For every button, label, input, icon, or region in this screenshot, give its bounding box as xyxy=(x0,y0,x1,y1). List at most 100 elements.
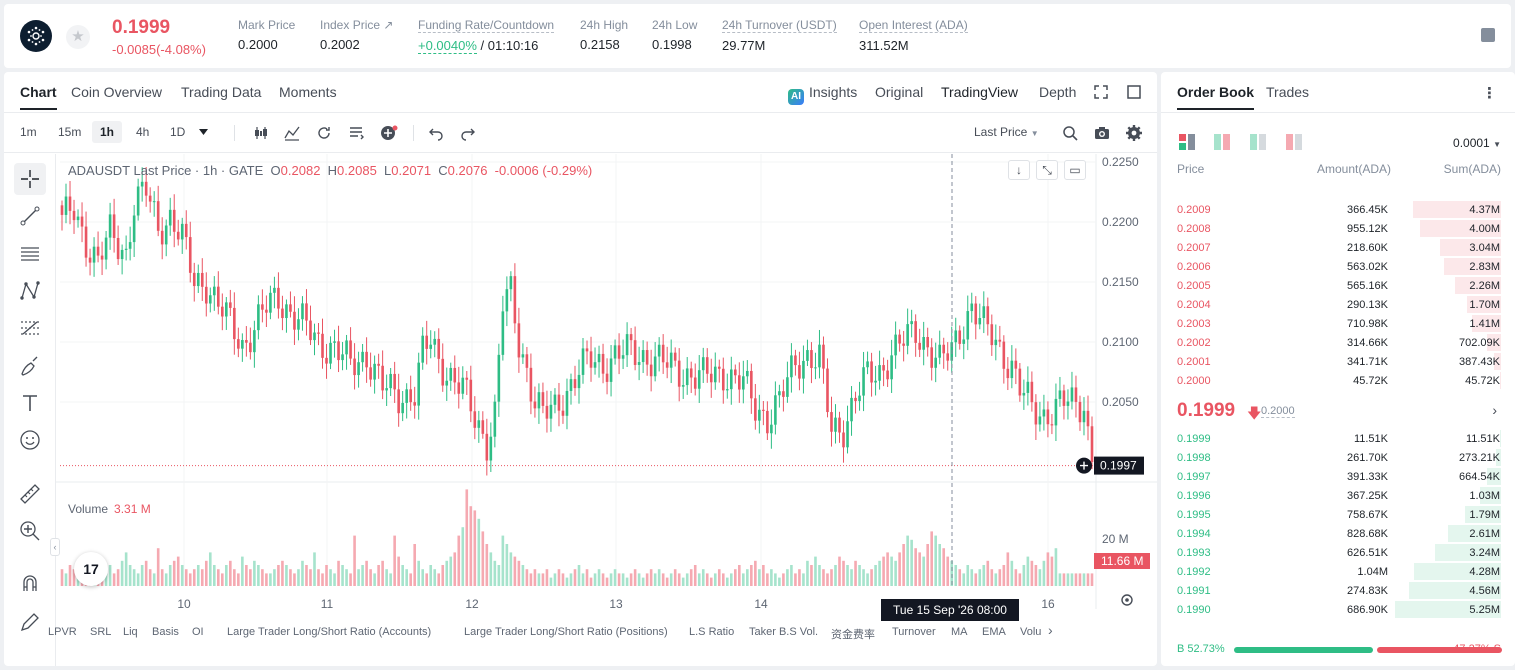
indicator-lpvr[interactable]: LPVR xyxy=(48,626,77,638)
layout-bids-icon[interactable] xyxy=(1250,134,1266,150)
bid-row[interactable]: 0.1997 391.33K 664.54K xyxy=(1161,467,1515,486)
candle-body xyxy=(689,368,693,378)
interval-15m[interactable]: 15m xyxy=(58,125,82,139)
bid-row[interactable]: 0.1992 1.04M 4.28M xyxy=(1161,562,1515,581)
ask-row[interactable]: 0.2006 563.02K 2.83M xyxy=(1161,257,1515,276)
indicator-srl[interactable]: SRL xyxy=(90,626,112,638)
bid-row[interactable]: 0.1999 11.51K 11.51K xyxy=(1161,429,1515,448)
indicator-basis[interactable]: Basis xyxy=(152,626,179,638)
redo-icon[interactable] xyxy=(460,125,476,141)
tab-order-book[interactable]: Order Book xyxy=(1177,84,1255,110)
ask-row[interactable]: 0.2004 290.13K 1.70M xyxy=(1161,295,1515,314)
indicator-funding-rate[interactable]: 资金费率 xyxy=(831,629,875,641)
candle-body xyxy=(401,402,404,414)
interval-1h[interactable]: 1h xyxy=(92,121,123,143)
ask-row[interactable]: 0.2000 45.72K 45.72K xyxy=(1161,371,1515,390)
restore-icon[interactable]: ▭ xyxy=(1064,160,1086,180)
indicator-ltlsr-accounts[interactable]: Large Trader Long/Short Ratio (Accounts) xyxy=(227,626,432,638)
tab-trades[interactable]: Trades xyxy=(1266,84,1310,100)
candle-body xyxy=(377,363,380,366)
refresh-icon[interactable] xyxy=(316,125,332,141)
chevron-down-icon[interactable] xyxy=(199,129,208,135)
bid-row[interactable]: 0.1995 758.67K 1.79M xyxy=(1161,505,1515,524)
stat-index-price[interactable]: Index Price ↗ 0.2002 xyxy=(320,18,393,52)
ask-row[interactable]: 0.2002 314.66K 702.09K xyxy=(1161,333,1515,352)
insights-button[interactable]: AI Insights xyxy=(788,84,857,105)
chevron-right-icon[interactable]: › xyxy=(1048,622,1053,638)
ruler-tool[interactable] xyxy=(14,478,46,510)
indicator-ma[interactable]: MA xyxy=(951,626,968,638)
ask-row[interactable]: 0.2009 366.45K 4.37M xyxy=(1161,200,1515,219)
bid-row[interactable]: 0.1991 274.83K 4.56M xyxy=(1161,581,1515,600)
layout-split-icon[interactable] xyxy=(1214,134,1230,150)
templates-icon[interactable] xyxy=(348,125,364,141)
ask-row[interactable]: 0.2003 710.98K 1.41M xyxy=(1161,314,1515,333)
indicator-turnover[interactable]: Turnover xyxy=(892,626,936,638)
settings-gear-icon[interactable] xyxy=(1126,125,1142,141)
ask-row[interactable]: 0.2008 955.12K 4.00M xyxy=(1161,219,1515,238)
precision-select[interactable]: 0.0001 ▼ xyxy=(1453,136,1501,150)
ask-row[interactable]: 0.2005 565.16K 2.26M xyxy=(1161,276,1515,295)
indicator-ls-ratio[interactable]: L.S Ratio xyxy=(689,626,735,638)
bid-row[interactable]: 0.1994 828.68K 2.61M xyxy=(1161,524,1515,543)
search-icon[interactable] xyxy=(1062,125,1078,141)
view-depth[interactable]: Depth xyxy=(1039,84,1077,100)
bid-row[interactable]: 0.1996 367.25K 1.03M xyxy=(1161,486,1515,505)
tab-moments[interactable]: Moments xyxy=(279,84,337,100)
favorite-star-icon[interactable]: ★ xyxy=(66,25,90,49)
scroll-down-arrow-icon[interactable]: ↓ xyxy=(1008,160,1030,180)
tradingview-logo[interactable]: 17 xyxy=(74,552,108,586)
text-tool[interactable] xyxy=(14,387,46,419)
pattern-tool[interactable] xyxy=(14,275,46,307)
emoji-tool[interactable] xyxy=(14,424,46,456)
indicator-liq[interactable]: Liq xyxy=(123,626,138,638)
view-original[interactable]: Original xyxy=(875,84,924,100)
bid-row[interactable]: 0.1990 686.90K 5.25M xyxy=(1161,600,1515,619)
depth-bar xyxy=(1465,506,1501,523)
candle-type-icon[interactable] xyxy=(253,125,269,141)
layout-both-icon[interactable] xyxy=(1179,134,1195,150)
book-icon[interactable] xyxy=(1481,28,1495,42)
window-icon[interactable] xyxy=(1127,85,1141,99)
collapse-icon[interactable]: ⤡ xyxy=(1036,160,1058,180)
indicator-ema[interactable]: EMA xyxy=(982,626,1006,638)
camera-icon[interactable] xyxy=(1094,125,1110,141)
pencil-tool[interactable] xyxy=(14,606,46,638)
volume-bar xyxy=(152,573,156,586)
undo-icon[interactable] xyxy=(428,125,444,141)
fib-tool[interactable] xyxy=(14,312,46,344)
stat-label[interactable]: Index Price ↗ xyxy=(320,18,394,32)
candlestick-chart[interactable]: 0.2250 0.2200 0.2150 0.2100 0.2050 20 M 10 11 12… xyxy=(56,154,1157,609)
ask-row[interactable]: 0.2007 218.60K 3.04M xyxy=(1161,238,1515,257)
zoom-in-tool[interactable] xyxy=(14,515,46,547)
magnet-tool[interactable] xyxy=(14,567,46,599)
interval-1m[interactable]: 1m xyxy=(20,125,37,139)
layout-asks-icon[interactable] xyxy=(1286,134,1302,150)
tab-coin-overview[interactable]: Coin Overview xyxy=(71,84,163,100)
tab-trading-data[interactable]: Trading Data xyxy=(181,84,262,100)
add-alert-icon[interactable] xyxy=(380,125,398,141)
bid-row[interactable]: 0.1993 626.51K 3.24M xyxy=(1161,543,1515,562)
chevron-right-icon[interactable]: › xyxy=(1492,402,1497,418)
more-vertical-icon[interactable]: ⋮ xyxy=(1482,85,1497,102)
indicator-volume[interactable]: Volu xyxy=(1020,626,1042,638)
indicator-oi[interactable]: OI xyxy=(192,626,204,638)
ask-row[interactable]: 0.2001 341.71K 387.43K xyxy=(1161,352,1515,371)
brush-tool[interactable] xyxy=(14,350,46,382)
tab-chart[interactable]: Chart xyxy=(20,84,57,110)
interval-1d[interactable]: 1D xyxy=(170,125,186,139)
indicator-ltlsr-positions[interactable]: Large Trader Long/Short Ratio (Positions… xyxy=(464,626,668,638)
view-tradingview[interactable]: TradingView xyxy=(941,84,1019,100)
interval-4h[interactable]: 4h xyxy=(136,125,150,139)
trend-line-tool[interactable] xyxy=(14,200,46,232)
indicators-icon[interactable] xyxy=(284,125,300,141)
indicator-taker-bs-vol[interactable]: Taker B.S Vol. xyxy=(749,626,819,638)
horizontal-lines-tool[interactable] xyxy=(14,238,46,270)
volume-bar xyxy=(1078,573,1082,586)
price-source-select[interactable]: Last Price ▼ xyxy=(974,125,1039,139)
volume-tag xyxy=(1094,553,1150,569)
bid-row[interactable]: 0.1998 261.70K 273.21K xyxy=(1161,448,1515,467)
collapse-toolbar-chevron-icon[interactable]: ‹ xyxy=(50,538,60,556)
crosshair-tool[interactable] xyxy=(14,163,46,195)
fullscreen-icon[interactable] xyxy=(1094,85,1108,99)
